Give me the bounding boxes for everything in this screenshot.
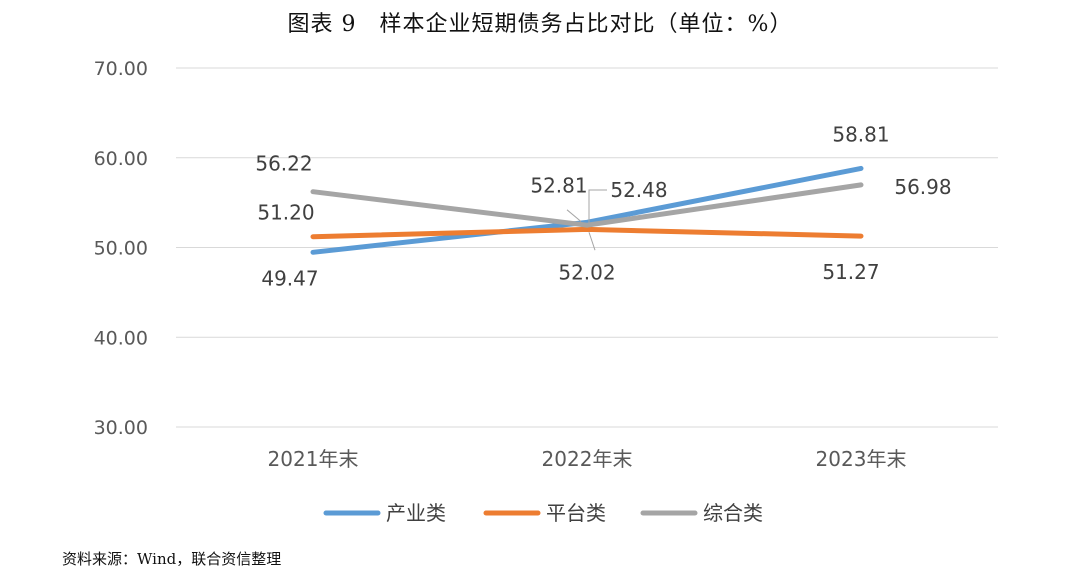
x-tick-label: 2021年末 — [268, 447, 359, 471]
source-note: 资料来源：Wind，联合资信整理 — [62, 550, 282, 568]
legend-label: 产业类 — [386, 501, 446, 525]
data-label: 56.98 — [894, 175, 951, 199]
y-tick-label: 60.00 — [94, 148, 148, 170]
y-tick-label: 40.00 — [94, 327, 148, 349]
chart-title: 图表 9 样本企业短期债务占比对比（单位：%） — [287, 12, 793, 37]
x-tick-label: 2022年末 — [542, 447, 633, 471]
data-label: 52.81 — [530, 173, 587, 197]
leader-line — [588, 189, 607, 224]
y-axis-ticks: 30.00 40.00 50.00 60.00 70.00 — [94, 58, 148, 439]
legend-label: 平台类 — [546, 501, 606, 525]
data-label: 49.47 — [261, 266, 318, 290]
series-line-3 — [310, 182, 864, 228]
series-line-1 — [310, 165, 864, 255]
data-label: 52.02 — [558, 260, 615, 284]
series-lines — [310, 165, 864, 255]
y-tick-label: 50.00 — [94, 238, 148, 260]
x-axis-ticks: 2021年末 2022年末 2023年末 — [268, 447, 907, 471]
legend-label: 综合类 — [703, 501, 763, 525]
label-leader-lines — [566, 189, 607, 251]
data-label: 51.27 — [822, 260, 879, 284]
grid-lines — [176, 67, 998, 428]
data-label: 52.48 — [610, 178, 667, 202]
data-label: 51.20 — [257, 201, 314, 225]
data-label: 56.22 — [255, 152, 312, 176]
leader-line — [588, 232, 596, 251]
leader-line — [566, 209, 582, 222]
y-tick-label: 70.00 — [94, 58, 148, 80]
data-labels: 49.47 52.81 58.81 51.20 52.02 51.27 56.22 52.48… — [255, 122, 951, 290]
series-line-2 — [310, 226, 864, 240]
legend: 产业类 平台类 综合类 — [323, 501, 763, 525]
y-tick-label: 30.00 — [94, 417, 148, 439]
data-label: 58.81 — [832, 122, 889, 146]
x-tick-label: 2023年末 — [816, 447, 907, 471]
